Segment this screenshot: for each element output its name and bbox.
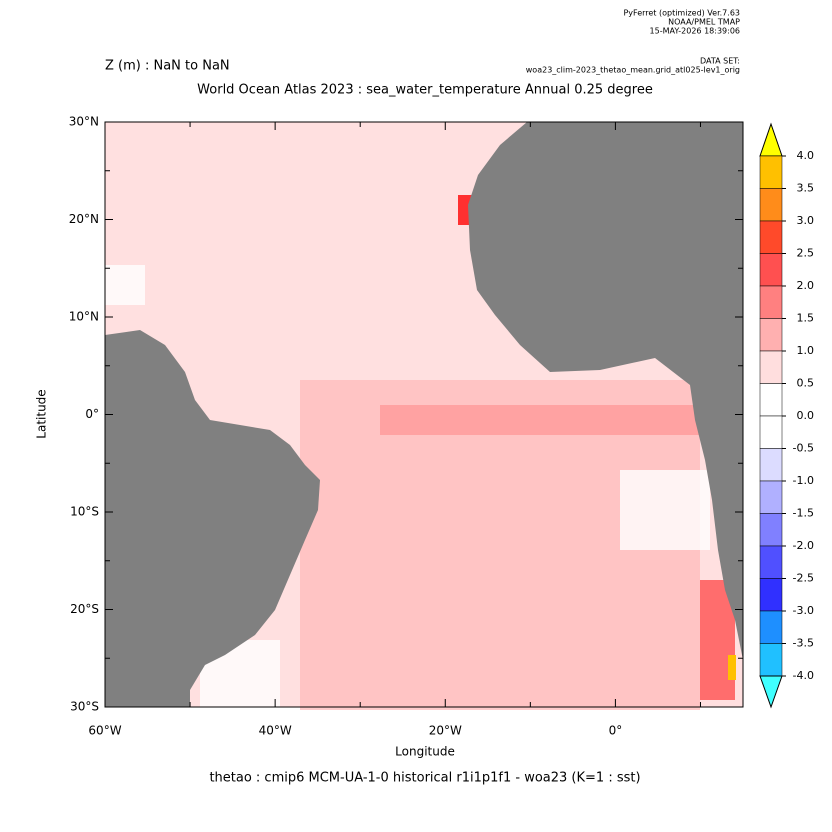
colorbar-label: -3.5 bbox=[793, 637, 814, 650]
colorbar-label: -4.0 bbox=[793, 669, 814, 682]
dataset: woa23_clim-2023_thetao_mean.grid_atl025-… bbox=[526, 66, 740, 75]
dataset-label: DATA SET: bbox=[700, 57, 740, 66]
colorbar-box bbox=[759, 415, 783, 449]
org: NOAA/PMEL TMAP bbox=[668, 18, 740, 27]
colorbar-label: 2.0 bbox=[797, 279, 815, 292]
x-tick-label: 20°W bbox=[429, 724, 462, 738]
colorbar-label: 3.0 bbox=[797, 214, 815, 227]
colorbar-bottom-triangle bbox=[759, 675, 783, 709]
colorbar-label: 2.5 bbox=[797, 247, 815, 260]
x-tick-label: 60°W bbox=[88, 724, 121, 738]
colorbar-box bbox=[759, 480, 783, 514]
y-tick-label: 20°N bbox=[69, 212, 99, 226]
depth-title: Z (m) : NaN to NaN bbox=[105, 59, 230, 74]
y-tick-label: 10°N bbox=[69, 310, 99, 324]
timestamp: 15-MAY-2026 18:39:06 bbox=[650, 27, 740, 36]
upwelling-spot bbox=[458, 195, 472, 225]
south-america bbox=[105, 330, 320, 707]
colorbar-box bbox=[759, 545, 783, 579]
colorbar-box bbox=[759, 643, 783, 677]
colorbar-label: 0.5 bbox=[797, 377, 815, 390]
colorbar-box bbox=[759, 155, 783, 189]
colorbar-label: -1.5 bbox=[793, 507, 814, 520]
upwelling-spot bbox=[728, 655, 736, 680]
colorbar-label: 0.0 bbox=[797, 409, 815, 422]
colorbar-label: 1.0 bbox=[797, 344, 815, 357]
y-tick-label: 30°S bbox=[70, 700, 99, 714]
colorbar-box bbox=[759, 610, 783, 644]
colorbar-label: -2.0 bbox=[793, 539, 814, 552]
colorbar-box bbox=[759, 350, 783, 384]
map-field bbox=[104, 121, 744, 710]
colorbar-box bbox=[759, 220, 783, 254]
colorbar-label: 4.0 bbox=[797, 149, 815, 162]
colorbar-box bbox=[759, 513, 783, 547]
x-tick-label: 40°W bbox=[259, 724, 292, 738]
colorbar-label: -0.5 bbox=[793, 442, 814, 455]
colorbar-box bbox=[759, 285, 783, 319]
software: PyFerret (optimized) Ver.7.63 bbox=[623, 9, 740, 18]
africa bbox=[468, 122, 743, 660]
colorbar-box bbox=[759, 448, 783, 482]
colorbar-label: -2.5 bbox=[793, 572, 814, 585]
y-tick-label: 20°S bbox=[70, 602, 99, 616]
x-axis-label: Longitude bbox=[395, 745, 455, 759]
cool-patch bbox=[105, 265, 145, 305]
colorbar-box bbox=[759, 383, 783, 417]
colorbar-box bbox=[759, 253, 783, 287]
y-tick-label: 10°S bbox=[70, 505, 99, 519]
x-tick-label: 0° bbox=[609, 724, 623, 738]
y-tick-label: 0° bbox=[85, 407, 99, 421]
y-tick-label: 30°N bbox=[69, 115, 99, 129]
caption: thetao : cmip6 MCM-UA-1-0 historical r1i… bbox=[209, 771, 640, 786]
colorbar-label: -1.0 bbox=[793, 474, 814, 487]
main-title: World Ocean Atlas 2023 : sea_water_tempe… bbox=[197, 83, 653, 98]
colorbar-label: 3.5 bbox=[797, 182, 815, 195]
warm-band bbox=[380, 405, 700, 435]
colorbar-box bbox=[759, 188, 783, 222]
colorbar-label: 1.5 bbox=[797, 312, 815, 325]
colorbar-box bbox=[759, 578, 783, 612]
cool-patch bbox=[620, 470, 710, 550]
colorbar-box bbox=[759, 318, 783, 352]
colorbar-label: -3.0 bbox=[793, 604, 814, 617]
y-axis-label: Latitude bbox=[35, 389, 49, 438]
